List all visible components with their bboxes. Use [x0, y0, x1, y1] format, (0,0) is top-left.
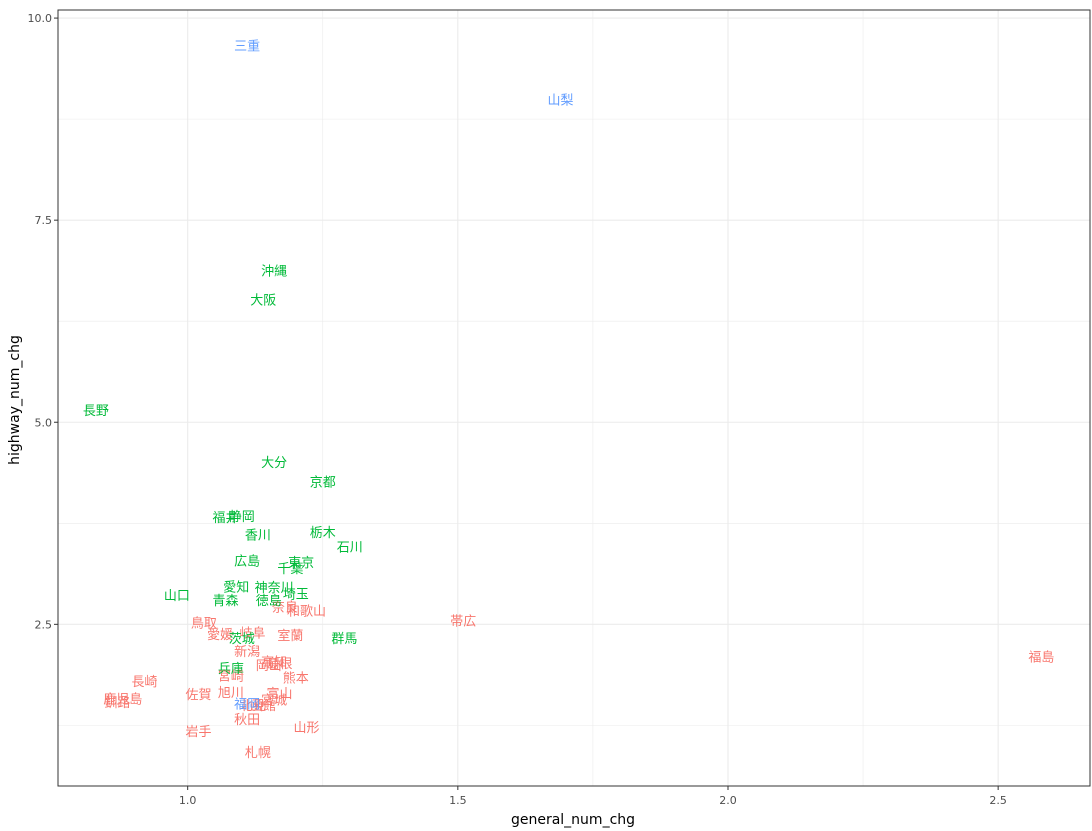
point-label: 室蘭: [277, 628, 303, 644]
point-label: 旭川: [218, 686, 244, 701]
x-axis-title: general_num_chg: [511, 812, 635, 828]
point-label: 山口: [164, 589, 190, 604]
point-label: 静岡: [229, 510, 255, 525]
point-label: 富山: [267, 686, 293, 702]
plot-border: [57, 9, 1091, 787]
point-label: 北見: [240, 699, 266, 714]
point-label: 東京: [288, 555, 314, 571]
point-label: 熊本: [283, 671, 309, 687]
point-label: 長崎: [131, 675, 157, 690]
point-label: 宮崎: [218, 668, 244, 684]
point-label: 青森: [212, 594, 238, 609]
point-label: 新潟: [234, 644, 260, 660]
point-label: 釧路: [104, 695, 130, 711]
point-label: 神奈川: [255, 581, 294, 596]
point-label: 佐賀: [185, 688, 211, 703]
x-tick-label: 1.5: [449, 794, 467, 807]
x-axis: 1.0 1.5 2.0 2.5: [179, 786, 1007, 807]
point-label: 岐阜: [240, 625, 266, 641]
point-label: 秋田: [234, 713, 260, 728]
plot-panel: [57, 9, 1091, 787]
point-label: 京都: [310, 475, 336, 490]
point-label: 奈良: [272, 600, 298, 616]
y-tick-label: 5.0: [35, 416, 53, 429]
x-tick-label: 2.0: [719, 794, 737, 807]
x-tick-label: 1.0: [179, 794, 197, 807]
point-label: 大分: [261, 456, 287, 471]
point-label: 愛媛: [207, 628, 233, 643]
point-label: 函館: [250, 699, 276, 714]
point-label: 島根: [267, 657, 293, 672]
point-label: 埼玉: [283, 588, 309, 603]
point-label: 鳥取: [191, 617, 217, 632]
point-label: 和歌山: [287, 605, 326, 620]
y-tick-label: 7.5: [35, 214, 53, 227]
y-axis-title: highway_num_chg: [7, 335, 23, 465]
point-label: 山形: [294, 721, 320, 736]
point-label: 千葉: [277, 562, 303, 577]
point-label: 帯広: [450, 614, 476, 629]
point-label: 群馬: [331, 632, 357, 647]
point-label: 山梨: [547, 94, 573, 109]
point-label: 兵庫: [218, 662, 244, 677]
x-tick-label: 2.5: [989, 794, 1007, 807]
point-label: 札幌: [245, 745, 271, 761]
grid-lines: [58, 10, 1090, 786]
point-label: 福岡: [234, 698, 260, 713]
point-label: 岩手: [185, 725, 211, 740]
point-label: 香川: [245, 529, 271, 544]
point-label: 福島: [1028, 651, 1054, 666]
point-label: 愛知: [223, 579, 249, 595]
point-label: 栃木: [310, 526, 336, 541]
point-label: 広島: [234, 554, 260, 569]
point-label: 鹿児島: [103, 692, 142, 708]
point-label: 高知: [261, 655, 287, 671]
point-label: 沖縄: [261, 264, 287, 279]
y-tick-label: 2.5: [35, 618, 53, 631]
point-label: 宮城: [261, 693, 287, 709]
y-tick-label: 10.0: [28, 12, 53, 25]
point-label: 茨城: [229, 632, 255, 647]
point-label: 石川: [337, 541, 363, 556]
point-label: 三重: [234, 39, 260, 55]
point-label: 長野: [83, 404, 109, 419]
point-label: 福井: [212, 511, 238, 526]
point-label: 徳島: [256, 594, 282, 609]
point-label: 岡山: [256, 659, 282, 674]
point-label: 大阪: [250, 293, 276, 308]
y-axis: 2.5 5.0 7.5 10.0: [28, 12, 58, 631]
